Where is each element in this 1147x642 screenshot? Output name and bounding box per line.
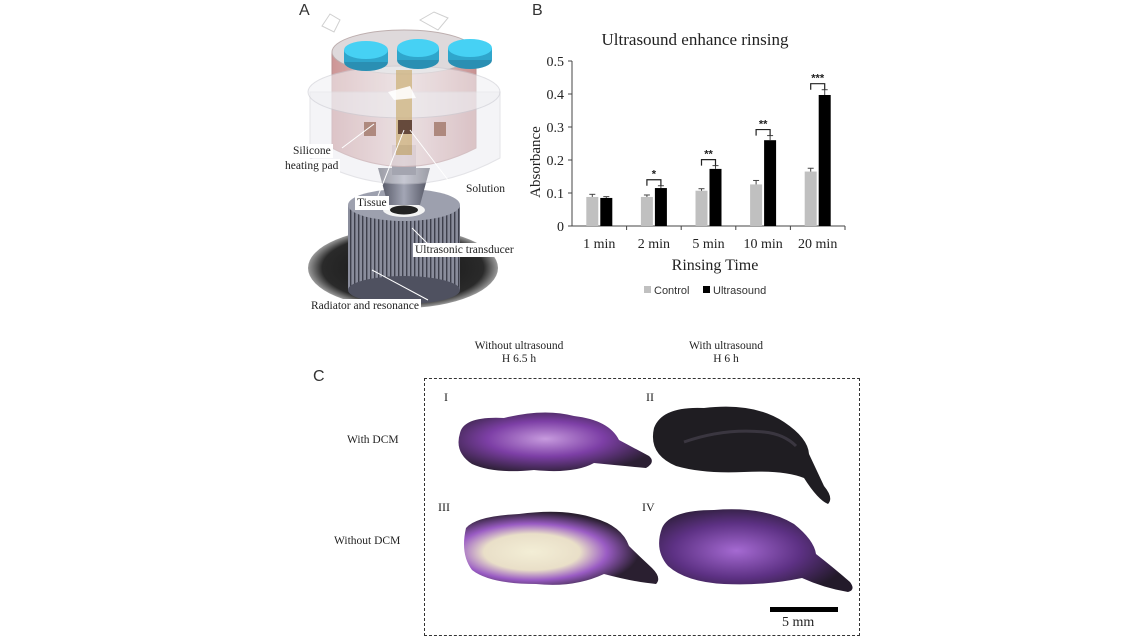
significance-label: ** [704,149,713,161]
row-label-with-dcm: With DCM [347,434,399,446]
chart-legend: Control Ultrasound [644,285,766,297]
brain-slice-i [458,412,652,472]
scale-bar-label: 5 mm [782,615,815,630]
y-axis-label: Absorbance [528,126,544,198]
callout-silicone-line2: heating pad [283,159,341,173]
x-tick-label: 5 min [692,237,724,252]
scale-bar [770,607,838,612]
bar-control [586,196,599,226]
bar-control [695,190,708,226]
image-label-iii: III [438,500,450,514]
significance-bracket [810,83,826,90]
vial-caps [344,39,492,71]
legend-label-ultrasound: Ultrasound [713,285,766,297]
bar-ultrasound [818,94,831,227]
significance-bracket [700,159,717,166]
caption-line: Without ultrasound [474,340,564,352]
significance-bracket [646,179,662,186]
bar-ultrasound [654,188,667,226]
bar-control [804,171,817,226]
chart-title: Ultrasound enhance rinsing [602,30,789,49]
row-label-without-dcm: Without DCM [334,535,401,547]
y-tick-label: 0.2 [547,154,565,169]
y-tick-label: 0.5 [547,55,565,70]
legend-label-control: Control [654,285,689,297]
image-label-iv: IV [642,500,655,514]
brain-slice-iv [659,509,853,592]
caption-line: H 6.5 h [501,353,537,365]
callout-lines [341,123,449,301]
callout-solution: Solution [464,182,507,196]
x-tick-label: 1 min [583,237,615,252]
bar-ultrasound [709,168,722,226]
absorbance-chart: Ultrasound enhance rinsing Absorbance Ri… [528,30,846,297]
callout-radiator: Radiator and resonance [309,299,421,313]
caption-line: H 6 h [713,353,739,365]
legend-swatch-ultrasound [703,286,710,293]
y-tick-label: 0.4 [547,88,565,103]
y-tick-label: 0 [557,220,564,235]
panel-label-a: A [299,2,310,19]
image-label-i: I [444,390,448,404]
bar-ultrasound [764,140,777,226]
brain-slices [458,406,853,612]
significance-label: ** [759,119,768,131]
y-tick-label: 0.3 [547,121,565,136]
panel-label-c: C [313,368,325,385]
significance-bracket [755,128,771,136]
bar-ultrasound [600,197,613,226]
y-tick-label: 0.1 [547,187,565,202]
brain-slice-iii [464,511,659,585]
callout-transducer: Ultrasonic transducer [413,243,516,257]
brain-slice-ii-fissure [683,429,798,448]
brain-slice-ii [652,406,831,504]
image-label-ii: II [646,390,654,404]
slice-figure-frame [424,378,860,636]
significance-label: *** [811,73,825,85]
callout-silicone-line1: Silicone [291,144,333,158]
x-axis-label: Rinsing Time [672,257,759,274]
panel-label-b: B [532,2,543,19]
column-caption-with-ultrasound: With ultrasound H 6 h [651,340,801,366]
bar-control [750,184,763,226]
column-caption-without-ultrasound: Without ultrasound H 6.5 h [444,340,594,366]
legend-swatch-control [644,286,651,293]
bar-control [640,196,653,226]
callout-tissue: Tissue [355,196,389,210]
x-tick-label: 20 min [798,237,837,252]
x-tick-label: 2 min [638,237,670,252]
x-tick-label: 10 min [743,237,782,252]
caption-line: With ultrasound [689,340,763,352]
significance-label: * [652,169,657,181]
